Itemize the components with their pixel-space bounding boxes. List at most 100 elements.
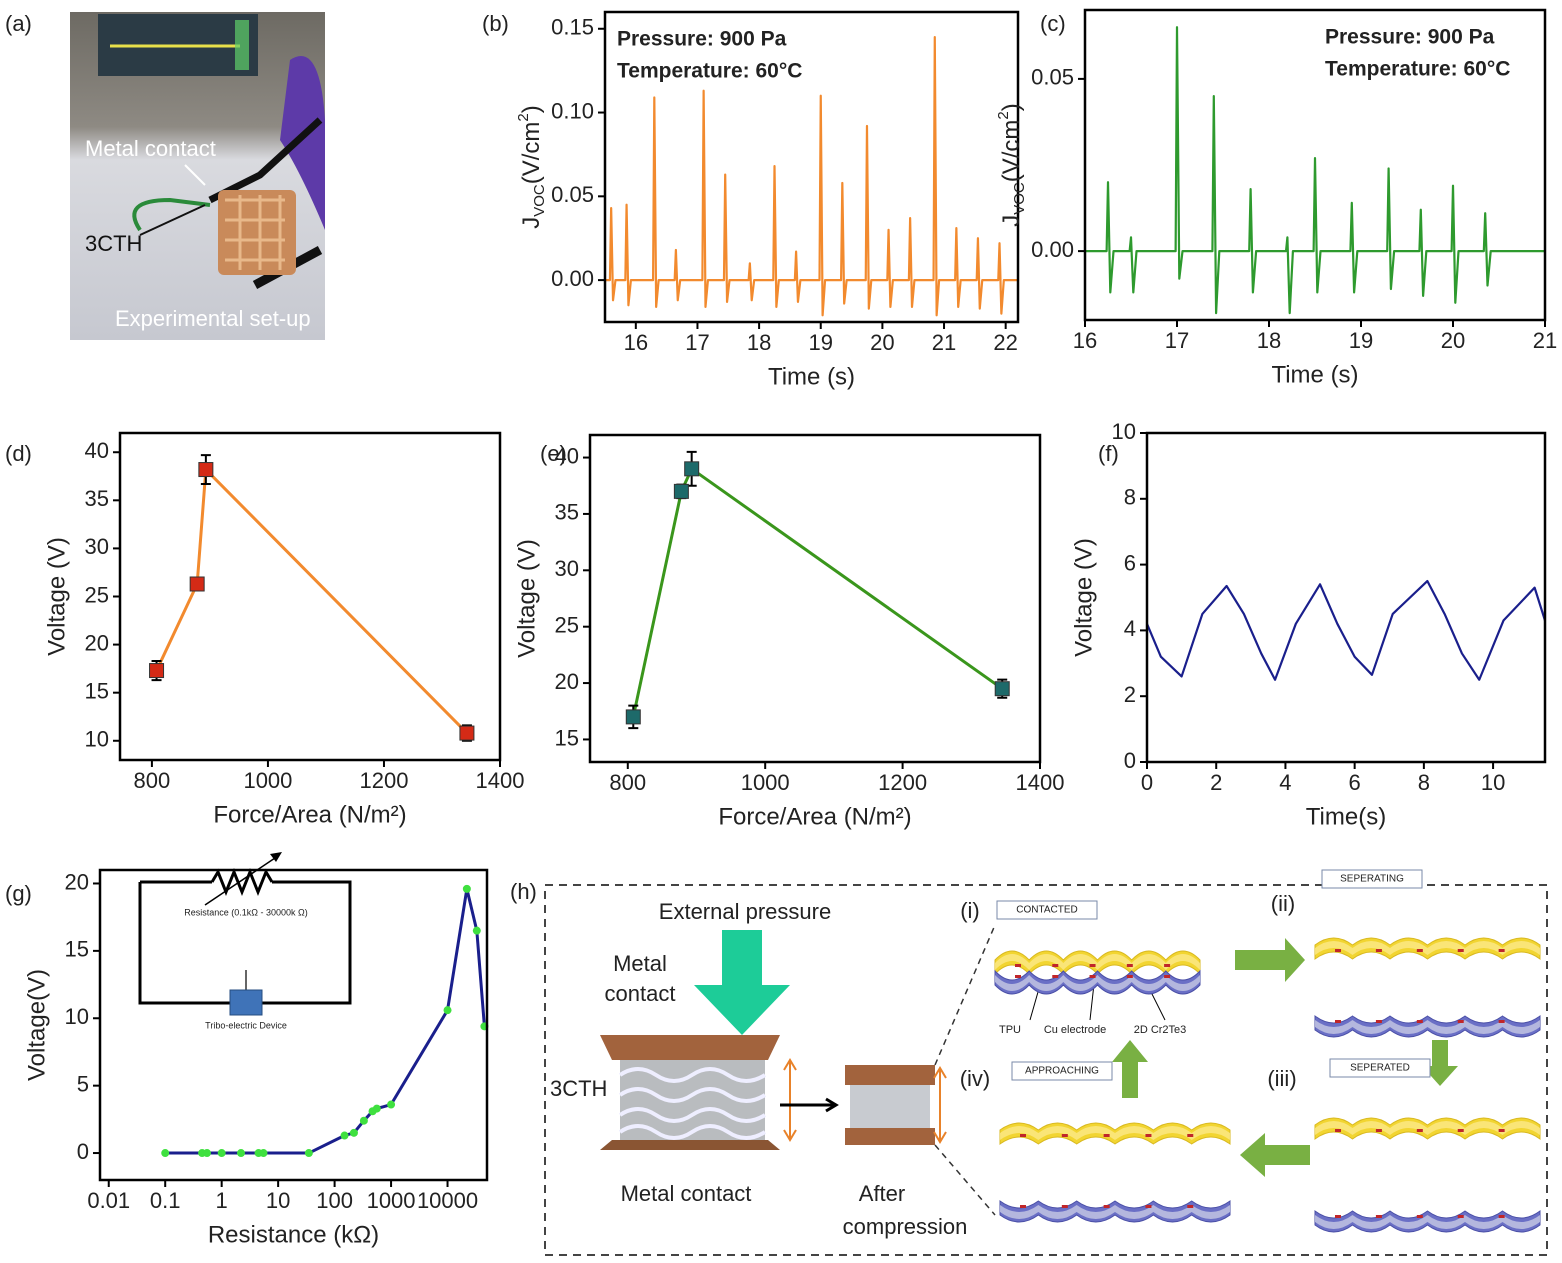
flake xyxy=(1089,964,1096,967)
schematic: External pressure Metal contact 3CTH Met… xyxy=(544,869,1548,1256)
x-tick-label: 1 xyxy=(216,1188,228,1213)
marker xyxy=(149,663,165,679)
layer-inner xyxy=(1000,1205,1231,1219)
y-tick-label: 15 xyxy=(65,937,89,962)
flake xyxy=(1089,975,1096,978)
panel-label: (h) xyxy=(510,879,537,904)
flake xyxy=(1335,1215,1341,1218)
x-axis-label: Time (s) xyxy=(1271,361,1358,388)
layer-inner xyxy=(994,954,1200,970)
x-tick-label: 20 xyxy=(1441,328,1465,353)
flake xyxy=(1457,1215,1464,1218)
y-tick-label: 8 xyxy=(1124,485,1136,510)
y-label-part: J xyxy=(518,217,545,229)
annotation: Temperature: 60°C xyxy=(1325,58,1510,81)
flake xyxy=(1498,1215,1505,1218)
marker xyxy=(203,1149,212,1158)
y-tick-label: 15 xyxy=(555,725,579,750)
layer-inner xyxy=(1000,1126,1231,1140)
panel-label: (g) xyxy=(5,881,32,906)
x-axis-label: Time (s) xyxy=(768,363,855,390)
stage-numeral: (iii) xyxy=(1267,1066,1296,1091)
flake xyxy=(1020,1205,1026,1208)
flake xyxy=(1375,949,1382,952)
y-label-sup: 2 xyxy=(995,111,1012,119)
marker xyxy=(459,725,475,741)
device xyxy=(229,989,263,1016)
flake xyxy=(1052,975,1059,978)
x-tick-label: 2 xyxy=(1210,770,1222,795)
x-tick-label: 0 xyxy=(1141,770,1153,795)
resistor xyxy=(210,867,274,897)
x-tick-label: 1000 xyxy=(367,1188,416,1213)
marker xyxy=(340,1131,349,1140)
x-tick-label: 1200 xyxy=(878,770,927,795)
panel-label: (c) xyxy=(1040,11,1066,36)
schematic-label: External pressure xyxy=(659,899,831,924)
x-tick-label: 1200 xyxy=(359,768,408,793)
y-label-sub: VOC xyxy=(1011,182,1028,215)
y-label-sub: VOC xyxy=(531,184,548,217)
circuit-wire xyxy=(138,880,352,1005)
stage-box xyxy=(996,900,1098,920)
flake xyxy=(1498,949,1505,952)
marker xyxy=(443,1006,452,1015)
flake xyxy=(1375,1215,1382,1218)
panel-label: (f) xyxy=(1098,441,1119,466)
process-arrows xyxy=(1112,938,1458,1177)
circuit-label: Resistance (0.1kΩ - 30000k Ω) xyxy=(184,907,308,917)
stage-name: APPROACHING xyxy=(1025,1066,1099,1077)
x-tick-label: 0.1 xyxy=(150,1188,181,1213)
x-axis-label: Force/Area (N/m²) xyxy=(718,803,911,830)
flake xyxy=(1416,1129,1423,1132)
y-axis-label: Voltage (V) xyxy=(1070,538,1097,657)
flake xyxy=(1052,964,1059,967)
x-tick-label: 10 xyxy=(266,1188,290,1213)
marker xyxy=(259,1149,268,1158)
y-label-sup: 2 xyxy=(515,113,532,121)
y-tick-label: 35 xyxy=(555,500,579,525)
x-tick-label: 1000 xyxy=(741,770,790,795)
flake xyxy=(1187,1205,1194,1208)
x-tick-label: 800 xyxy=(134,768,171,793)
arrow xyxy=(139,204,206,236)
marker xyxy=(625,709,641,725)
scope-highlight xyxy=(235,20,249,70)
flake xyxy=(1335,949,1341,952)
x-tick-label: 10 xyxy=(1481,770,1505,795)
y-tick-label: 0.05 xyxy=(1031,65,1074,90)
flake xyxy=(1416,1215,1423,1218)
marker xyxy=(189,576,205,592)
plot-frame xyxy=(603,10,1020,324)
y-tick-label: 10 xyxy=(1112,419,1136,444)
flake xyxy=(1187,1134,1194,1137)
process-arrow xyxy=(1422,1040,1458,1086)
plot-frame xyxy=(98,868,489,1182)
arrow xyxy=(184,164,206,186)
layer-label: Cu electrode xyxy=(1044,1024,1106,1036)
x-tick-label: 18 xyxy=(747,330,771,355)
panel-label: (e) xyxy=(540,441,567,466)
layer-label: TPU xyxy=(999,1024,1021,1036)
flake xyxy=(1164,964,1171,967)
variable-arrow xyxy=(204,857,276,906)
marker xyxy=(372,1104,381,1113)
x-tick-label: 1000 xyxy=(243,768,292,793)
data-line xyxy=(1085,26,1545,315)
y-label-part: ) xyxy=(518,105,545,113)
flake xyxy=(1145,1134,1152,1137)
y-tick-label: 20 xyxy=(65,869,89,894)
flake xyxy=(1416,1020,1423,1023)
stage-numeral: (i) xyxy=(960,898,980,923)
x-tick-label: 17 xyxy=(1165,328,1189,353)
process-arrow xyxy=(1112,1040,1148,1098)
y-label-part: J xyxy=(998,215,1025,227)
layer-inner xyxy=(1315,941,1540,955)
data-line xyxy=(1145,579,1547,681)
y-tick-label: 40 xyxy=(555,443,579,468)
y-axis-label: JVOC(V/cm2) xyxy=(995,103,1028,227)
y-tick-label: 0 xyxy=(1124,748,1136,773)
y-tick-label: 25 xyxy=(85,582,109,607)
panel-label: (d) xyxy=(5,441,32,466)
